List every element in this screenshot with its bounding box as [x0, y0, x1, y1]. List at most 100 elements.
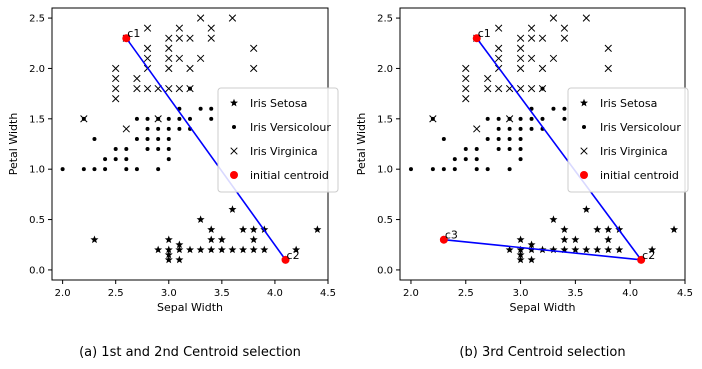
data-point [516, 250, 525, 259]
data-point [408, 167, 413, 172]
data-point [507, 136, 512, 141]
y-tick-label: 0.5 [29, 215, 45, 226]
data-point [166, 126, 171, 131]
data-point [562, 106, 567, 111]
x-tick-label: 4.0 [622, 288, 638, 299]
data-point [207, 24, 215, 32]
data-point [207, 34, 215, 42]
data-point [495, 54, 503, 63]
data-point [186, 84, 194, 93]
centroid-marker [122, 34, 131, 43]
data-point [166, 157, 171, 162]
data-point [175, 54, 184, 63]
data-point [313, 225, 322, 234]
data-point [496, 126, 501, 131]
legend-marker [230, 98, 238, 107]
data-point [113, 157, 118, 162]
data-point [260, 245, 269, 254]
data-point [507, 147, 512, 152]
data-point [186, 64, 194, 73]
data-point [505, 115, 514, 123]
data-point [463, 157, 468, 162]
x-axis-label: Sepal Width [510, 301, 576, 314]
data-point [648, 245, 657, 254]
data-point [92, 167, 97, 172]
data-point [166, 136, 171, 141]
data-point [103, 167, 108, 172]
data-point [175, 245, 184, 254]
data-point [593, 225, 602, 234]
data-point [228, 245, 237, 254]
data-point [505, 245, 514, 254]
data-point [239, 245, 248, 254]
data-point [474, 147, 479, 152]
legend-marker [580, 147, 588, 155]
data-point [527, 84, 536, 93]
legend-marker [580, 171, 588, 179]
data-point [538, 64, 547, 73]
y-tick-label: 2.5 [29, 14, 45, 25]
legend: Iris Setosa Iris Versicolour Iris Virginic… [217, 87, 339, 193]
series-iris-virginica [429, 14, 612, 133]
data-point [250, 64, 258, 73]
data-point [484, 74, 492, 83]
centroid-label: c3 [445, 229, 458, 242]
legend-marker [582, 125, 586, 129]
data-point [518, 116, 523, 121]
data-point [582, 205, 591, 213]
legend-entry: Iris Setosa [250, 97, 307, 110]
y-tick-label: 1.5 [29, 114, 45, 125]
data-point [485, 116, 490, 121]
data-point [518, 136, 523, 141]
data-point [92, 136, 97, 141]
data-point [165, 84, 173, 93]
legend-entry: Iris Virginica [250, 145, 318, 158]
legend-box [567, 87, 689, 193]
data-point [604, 44, 612, 52]
centroid-label: c1 [478, 27, 491, 40]
data-point [156, 167, 161, 172]
data-point [604, 64, 612, 73]
data-point [207, 235, 216, 244]
data-point [81, 167, 86, 172]
centroid-label: c2 [287, 249, 300, 262]
data-point [249, 225, 258, 234]
y-tick-label: 1.0 [377, 165, 393, 176]
y-tick-label: 0.0 [377, 265, 393, 276]
data-point [112, 74, 120, 83]
x-tick-label: 4.5 [320, 288, 336, 299]
centroid-link-line [125, 37, 287, 261]
legend-entry: Iris Versicolour [250, 121, 331, 134]
x-tick-label: 3.0 [513, 288, 529, 299]
data-point [518, 147, 523, 152]
data-point [549, 54, 558, 63]
data-point [177, 126, 182, 131]
data-point [134, 116, 139, 121]
data-point [549, 245, 558, 254]
data-point [615, 245, 624, 254]
data-point [593, 245, 602, 254]
x-tick-label: 2.0 [55, 288, 71, 299]
data-point [186, 34, 194, 42]
x-tick-label: 2.5 [108, 288, 124, 299]
data-point [430, 167, 435, 172]
legend-entry: Iris Versicolour [600, 121, 681, 134]
data-point [462, 74, 470, 83]
series-iris-versicolour [60, 86, 214, 172]
data-point [516, 64, 525, 73]
data-point [165, 64, 173, 73]
data-point [516, 54, 525, 63]
legend-marker [580, 98, 588, 107]
data-point [103, 157, 108, 162]
centroid-label: c2 [642, 249, 655, 262]
data-point [560, 225, 569, 234]
data-point [164, 250, 173, 259]
data-point [549, 14, 558, 22]
y-tick-label: 0.0 [29, 265, 45, 276]
data-point [549, 215, 558, 223]
data-point [507, 167, 512, 172]
x-tick-label: 2.5 [458, 288, 474, 299]
data-point [143, 44, 152, 52]
y-axis-label: Petal Width [355, 113, 368, 176]
